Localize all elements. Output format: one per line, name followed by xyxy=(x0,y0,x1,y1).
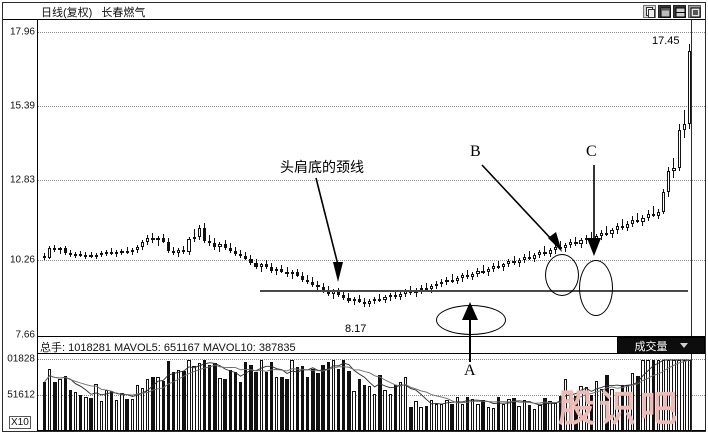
price-tick-4: 7.66 xyxy=(15,329,35,341)
chart-title: 日线(复权) 长春燃气 xyxy=(41,4,145,20)
chart-period-label: 日线(复权) xyxy=(41,7,93,19)
volume-tick-0: 01828 xyxy=(7,353,35,365)
volume-axis: 01828 51612 X10 xyxy=(3,354,38,431)
marker-label-c: C xyxy=(586,143,597,160)
price-chart-pane[interactable]: 头肩底的颈线 B C 8.17 17.45 xyxy=(38,20,705,336)
status-bar: 总手: 1018281 MAVOL5: 651167 MAVOL10: 3878… xyxy=(38,336,705,354)
neckline-trendline xyxy=(260,290,688,292)
volume-tick-1: 51612 xyxy=(7,389,35,401)
highlight-ellipse-a xyxy=(436,305,506,335)
indicator-select-button[interactable]: 成交量 xyxy=(617,337,705,354)
gridline-10.26 xyxy=(38,260,705,261)
highlight-ellipse-b xyxy=(545,254,579,296)
price-tick-0: 17.96 xyxy=(9,26,35,38)
neckline-annotation-label: 头肩底的颈线 xyxy=(280,159,364,175)
panel-icon[interactable] xyxy=(658,5,671,18)
high-price-label: 17.45 xyxy=(652,35,680,47)
titlebar-icon-group xyxy=(643,4,701,19)
price-tick-2: 12.83 xyxy=(9,174,35,186)
chart-symbol-label: 长春燃气 xyxy=(101,7,146,19)
volume-baseline xyxy=(38,430,705,431)
panel2-icon[interactable] xyxy=(673,5,686,18)
price-tick-1: 15.39 xyxy=(9,100,35,112)
gridline-12.83 xyxy=(38,180,705,181)
marker-label-b: B xyxy=(470,143,481,160)
low-price-label: 8.17 xyxy=(345,323,367,335)
gridline-15.39 xyxy=(38,106,705,107)
volume-scale-badge: X10 xyxy=(9,416,31,429)
title-bar: 日线(复权) 长春燃气 xyxy=(3,3,705,20)
price-tick-3: 10.26 xyxy=(9,254,35,266)
volume-gridline-0 xyxy=(38,359,705,360)
indicator-select-label: 成交量 xyxy=(634,340,668,353)
copy-icon[interactable] xyxy=(643,5,656,18)
marker-label-a: A xyxy=(464,362,476,379)
volume-pane-right-edge xyxy=(691,354,692,431)
volume-chart-pane[interactable] xyxy=(38,354,705,431)
maximize-icon[interactable] xyxy=(688,5,701,18)
price-pane-right-edge xyxy=(691,20,692,336)
volume-stats-text: 总手: 1018281 MAVOL5: 651167 MAVOL10: 3878… xyxy=(40,342,296,354)
highlight-ellipse-c xyxy=(579,260,613,316)
gridline-17.96 xyxy=(38,32,705,33)
chevron-down-icon xyxy=(679,343,688,348)
